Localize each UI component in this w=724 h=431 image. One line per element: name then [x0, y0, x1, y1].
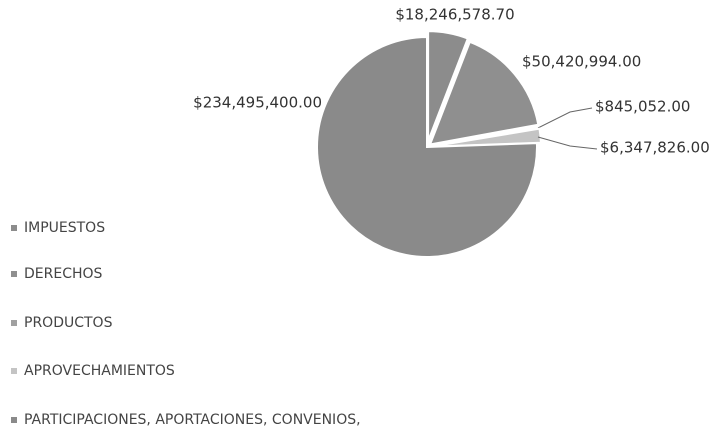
legend-label: IMPUESTOS: [24, 220, 105, 236]
legend-label: APROVECHAMIENTOS: [24, 363, 175, 379]
legend-label: PRODUCTOS: [24, 315, 113, 331]
data-label: $50,420,994.00: [522, 53, 641, 71]
data-label: $234,495,400.00: [193, 94, 322, 112]
legend-swatch: [11, 225, 17, 231]
legend-swatch: [11, 368, 17, 374]
pie-slice: [427, 30, 470, 142]
pie-slice: [430, 127, 542, 148]
data-label: $18,246,578.70: [395, 6, 514, 24]
legend-swatch: [11, 320, 17, 326]
data-label: $6,347,826.00: [600, 139, 710, 157]
leader-line: [537, 136, 598, 150]
pie-slice: [316, 35, 538, 258]
legend-swatch: [11, 271, 17, 277]
legend-label: PARTICIPACIONES, APORTACIONES, CONVENIOS…: [24, 412, 361, 428]
legend-label: DERECHOS: [24, 266, 103, 282]
legend-swatch: [11, 417, 17, 423]
leader-line: [537, 107, 593, 129]
data-label: $845,052.00: [595, 98, 690, 116]
pie-slice: [428, 40, 540, 146]
